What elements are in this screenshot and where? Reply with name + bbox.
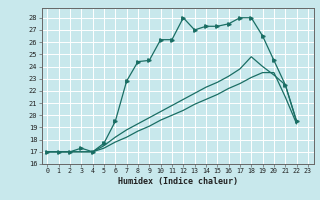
X-axis label: Humidex (Indice chaleur): Humidex (Indice chaleur)	[118, 177, 237, 186]
